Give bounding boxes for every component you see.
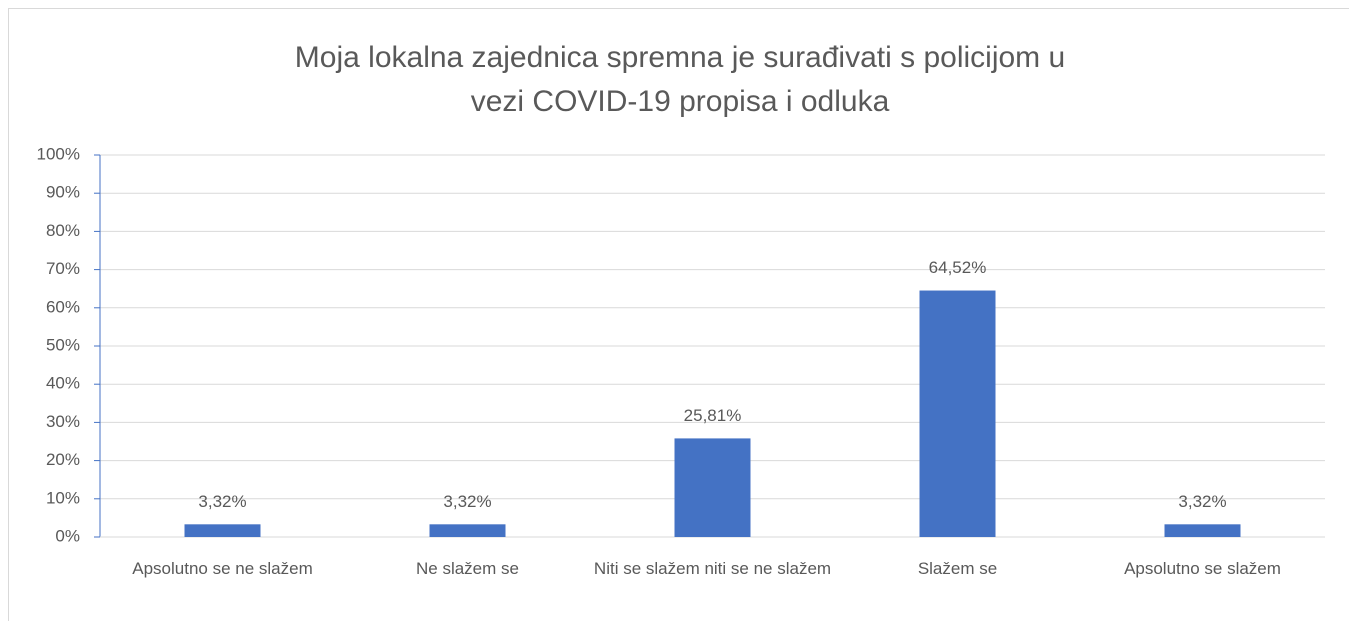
y-tick-label: 10% [46,488,80,507]
y-tick-label: 30% [46,412,80,431]
bar [674,438,751,537]
data-label: 3,32% [443,492,491,511]
bar [1164,524,1241,537]
chart-frame [8,8,1349,621]
bar [919,290,996,537]
x-tick-label: Apsolutno se ne slažem [132,559,313,578]
data-label: 3,32% [1178,492,1226,511]
bar [429,524,506,537]
y-tick-label: 60% [46,297,80,316]
y-tick-label: 20% [46,450,80,469]
data-label: 25,81% [684,406,742,425]
y-tick-label: 70% [46,259,80,278]
chart-title: Moja lokalna zajednica spremna je surađi… [294,41,1066,118]
y-tick-label: 0% [55,526,80,545]
y-tick-label: 100% [37,144,80,163]
y-tick-label: 80% [46,221,80,240]
data-label: 3,32% [198,492,246,511]
x-tick-label: Apsolutno se slažem [1124,559,1281,578]
data-label: 64,52% [929,258,987,277]
y-tick-label: 50% [46,335,80,354]
x-tick-label: Slažem se [917,559,998,578]
y-tick-label: 40% [46,374,80,393]
y-tick-label: 90% [46,183,80,202]
x-tick-label: Ne slažem se [416,559,519,578]
bar [184,524,261,537]
x-tick-label: Niti se slažem niti se ne slažem [593,559,832,578]
